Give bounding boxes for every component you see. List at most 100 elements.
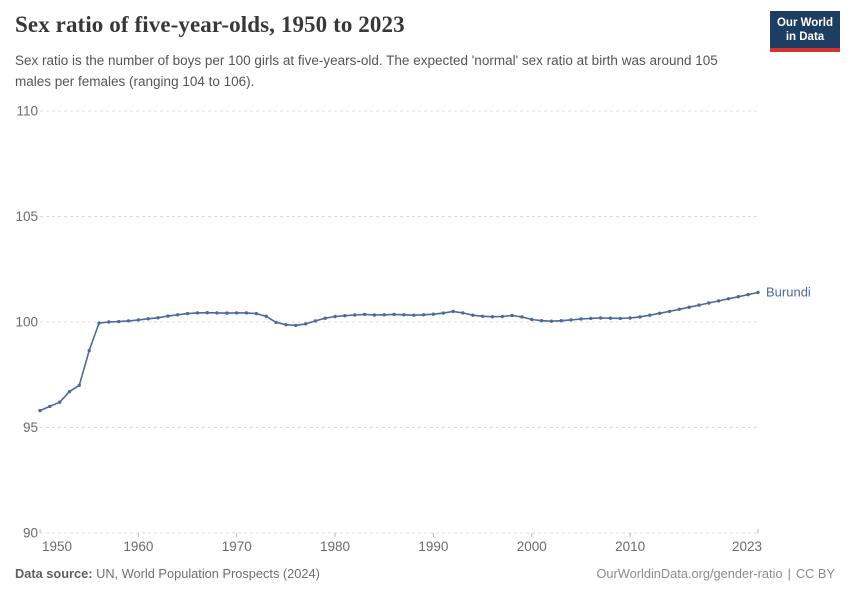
- data-point: [726, 297, 731, 301]
- data-point: [667, 309, 672, 314]
- owid-url-link[interactable]: OurWorldinData.org/gender-ratio: [596, 566, 783, 581]
- data-line-burundi: [39, 291, 759, 412]
- data-point: [392, 312, 396, 317]
- data-point: [77, 383, 82, 387]
- y-axis-label: 95: [23, 420, 38, 435]
- data-point: [549, 319, 554, 323]
- data-point: [136, 318, 141, 322]
- y-axis-label: 105: [15, 209, 38, 224]
- data-point: [736, 295, 740, 299]
- data-point: [756, 290, 760, 295]
- data-point: [677, 307, 681, 311]
- data-point: [471, 313, 475, 317]
- data-point: [185, 311, 190, 316]
- data-point: [589, 316, 593, 321]
- data-point: [225, 311, 229, 315]
- data-point: [284, 323, 288, 327]
- footer-separator: |: [787, 566, 791, 581]
- data-point: [313, 319, 318, 323]
- data-point: [176, 313, 180, 317]
- data-point: [510, 313, 514, 318]
- data-point: [579, 317, 583, 321]
- x-axis-label: 1990: [418, 539, 448, 554]
- owid-logo[interactable]: Our World in Data: [770, 11, 840, 52]
- data-point: [697, 303, 701, 307]
- data-point: [717, 299, 721, 303]
- data-point: [294, 323, 298, 328]
- entity-label: Burundi: [766, 285, 811, 300]
- data-point: [480, 314, 485, 318]
- data-point: [569, 318, 573, 322]
- data-point: [97, 321, 101, 325]
- x-axis-label: 2000: [517, 539, 547, 554]
- data-point: [687, 305, 691, 309]
- data-point: [38, 408, 42, 413]
- data-point: [382, 313, 386, 317]
- data-point: [343, 314, 347, 318]
- data-point: [107, 320, 111, 324]
- data-point: [323, 316, 327, 320]
- owid-logo-line2: in Data: [785, 31, 825, 43]
- x-axis-label: 1970: [222, 539, 252, 554]
- data-point: [264, 314, 268, 318]
- data-point: [372, 313, 377, 317]
- data-point: [451, 309, 455, 314]
- data-point: [146, 317, 150, 321]
- owid-logo-line1: Our World: [776, 17, 833, 29]
- data-point: [598, 316, 603, 320]
- data-point: [638, 315, 642, 319]
- data-point: [608, 316, 613, 320]
- license-label: CC BY: [795, 566, 835, 581]
- x-axis-label: 1980: [320, 539, 350, 554]
- chart-footer: Data source: UN, World Population Prospe…: [15, 566, 835, 581]
- data-point: [421, 313, 426, 317]
- data-point: [333, 314, 337, 319]
- data-point: [648, 313, 652, 317]
- data-point: [628, 316, 632, 320]
- data-point: [215, 311, 219, 315]
- footer-links: OurWorldinData.org/gender-ratio | CC BY: [596, 566, 835, 581]
- data-point: [520, 315, 524, 319]
- data-point: [244, 311, 249, 315]
- y-axis-label: 100: [15, 315, 38, 330]
- data-point: [539, 319, 544, 323]
- data-point: [431, 312, 436, 316]
- data-point: [490, 315, 495, 319]
- x-axis-label: 1950: [42, 539, 72, 554]
- data-point: [166, 314, 170, 318]
- data-source-label: Data source:: [15, 566, 93, 581]
- data-point: [559, 319, 563, 323]
- data-source-text: UN, World Population Prospects (2024): [96, 566, 320, 581]
- chart-title: Sex ratio of five-year-olds, 1950 to 202…: [15, 12, 405, 37]
- y-axis-label: 90: [23, 526, 38, 541]
- gridlines: [40, 110, 758, 534]
- x-axis-label: 2010: [615, 539, 645, 554]
- data-point: [362, 312, 367, 317]
- data-points: [38, 290, 760, 413]
- data-point: [205, 311, 209, 315]
- data-point: [67, 389, 72, 394]
- data-point: [235, 311, 239, 315]
- data-point: [117, 319, 121, 324]
- data-source: Data source: UN, World Population Prospe…: [15, 566, 320, 581]
- data-point: [402, 313, 406, 317]
- data-point: [254, 311, 259, 316]
- data-point: [48, 404, 52, 409]
- data-point: [353, 313, 357, 317]
- data-point: [274, 320, 278, 325]
- data-point: [618, 316, 622, 321]
- data-point: [530, 317, 534, 322]
- y-axis-labels: 90 95 100 105 110: [15, 104, 38, 541]
- data-point: [195, 311, 200, 315]
- data-point: [87, 348, 91, 353]
- data-point: [500, 314, 504, 319]
- x-axis-label: 2023: [732, 539, 762, 554]
- chart-subtitle: Sex ratio is the number of boys per 100 …: [15, 53, 718, 89]
- data-point: [441, 311, 445, 315]
- data-point: [412, 313, 416, 317]
- y-axis-label: 110: [16, 104, 38, 119]
- data-point: [303, 322, 308, 326]
- data-point: [746, 292, 750, 297]
